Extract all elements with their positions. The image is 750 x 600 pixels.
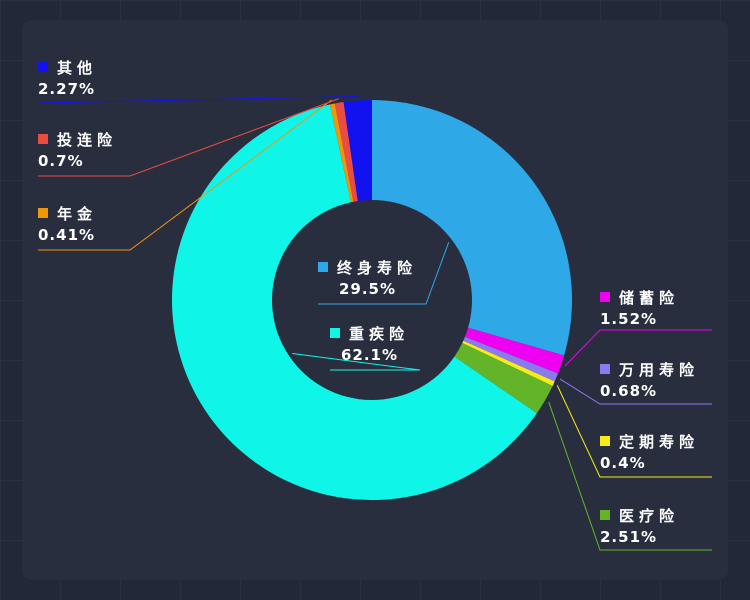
leader-line-wanyongshouxian [559,378,712,405]
swatch-zhongshenshouxian [318,262,328,272]
label-qita-value: 2.27% [38,80,96,98]
slice-nianjin [329,103,354,203]
leader-line-zhongshenshouxian [318,242,450,305]
label-nianjin: 年金 0.41% [38,204,97,246]
swatch-nianjin [38,208,48,218]
swatch-yiliaoxian [600,510,610,520]
swatch-toulianxian [38,134,48,144]
slice-toulianxian [334,102,358,202]
slice-yiliaoxian [454,342,553,414]
label-zhongjixian: 重疾险 62.1% [330,324,409,366]
leader-line-chuxuxian [564,329,712,367]
label-nianjin-value: 0.41% [38,226,96,244]
label-yiliaoxian-value: 2.51% [600,528,658,546]
slice-zhongjixian [172,104,537,501]
slice-zhongshenshouxian [372,100,572,356]
label-zhongshenshouxian-name: 终身寿险 [337,259,418,277]
label-qita-name: 其他 [57,59,98,77]
leader-line-nianjin [38,99,332,251]
label-toulianxian-name: 投连险 [57,131,118,149]
label-dingqishouxian-value: 0.4% [600,454,646,472]
label-chuxuxian-value: 1.52% [600,310,658,328]
swatch-dingqishouxian [600,436,610,446]
label-zhongshenshouxian-value: 29.5% [338,280,397,298]
swatch-wanyongshouxian [600,364,610,374]
slice-qita [343,100,372,202]
label-nianjin-name: 年金 [57,205,98,223]
leader-line-dingqishouxian [556,385,712,478]
label-dingqishouxian: 定期寿险 0.4% [600,432,699,474]
slice-wanyongshouxian [463,336,558,382]
label-qita: 其他 2.27% [38,58,97,100]
leader-line-toulianxian [38,98,339,177]
label-toulianxian-value: 0.7% [38,152,84,170]
label-zhongjixian-value: 62.1% [340,346,399,364]
label-chuxuxian: 储蓄险 1.52% [600,288,679,330]
label-yiliaoxian: 医疗险 2.51% [600,506,679,548]
label-toulianxian: 投连险 0.7% [38,130,117,172]
label-zhongshenshouxian: 终身寿险 29.5% [318,258,417,300]
label-wanyongshouxian-name: 万用寿险 [619,361,700,379]
label-dingqishouxian-name: 定期寿险 [619,433,700,451]
swatch-zhongjixian [330,328,340,338]
slice-dingqishouxian [462,340,555,386]
label-zhongjixian-name: 重疾险 [349,325,410,343]
label-chuxuxian-name: 储蓄险 [619,289,680,307]
label-wanyongshouxian-value: 0.68% [600,382,658,400]
swatch-chuxuxian [600,292,610,302]
label-wanyongshouxian: 万用寿险 0.68% [600,360,699,402]
swatch-qita [38,62,48,72]
leader-line-qita [39,96,358,104]
slice-chuxuxian [464,327,565,374]
leader-line-zhongjixian [292,352,421,371]
leader-line-yiliaoxian [548,401,712,551]
label-yiliaoxian-name: 医疗险 [619,507,680,525]
